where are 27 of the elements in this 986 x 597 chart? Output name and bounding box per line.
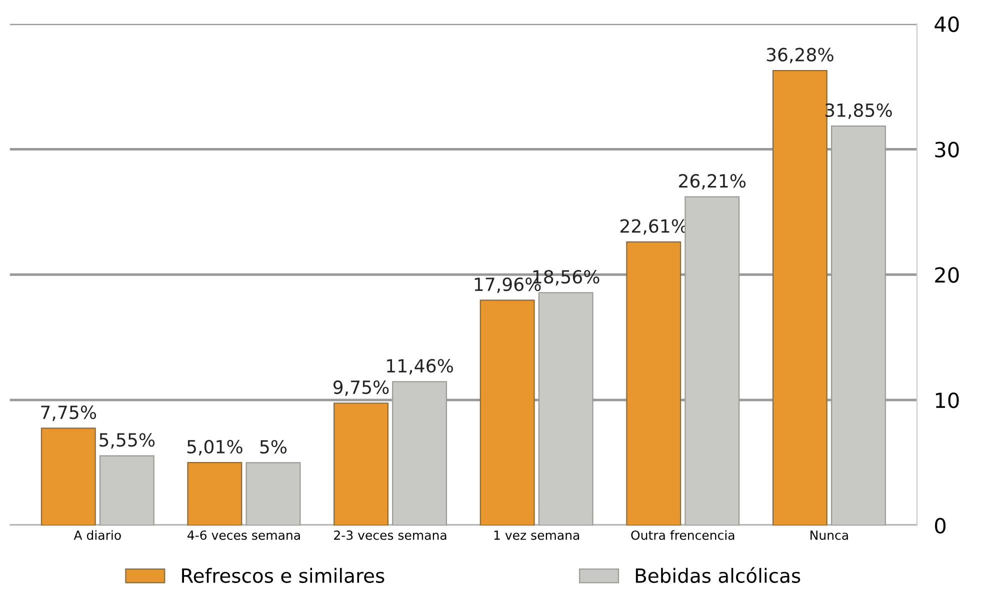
x-tick-label: 1 vez semana — [494, 530, 580, 540]
x-tick-label: Outra frencencia — [631, 530, 734, 540]
x-tick-label: A diario — [74, 530, 121, 540]
data-label: 7,75% — [41, 405, 96, 421]
bar — [187, 462, 242, 526]
x-tick-label: Nunca — [810, 530, 848, 540]
y-tick-label: 30 — [935, 142, 959, 158]
bar — [480, 300, 535, 526]
y-tick-label: 0 — [935, 518, 946, 534]
data-label: 9,75% — [333, 380, 389, 396]
x-tick-label: 4-6 veces semana — [187, 530, 300, 540]
data-label: 22,61% — [620, 219, 688, 235]
bar — [334, 402, 388, 526]
x-tick-label: 2-3 veces semana — [334, 530, 446, 540]
y-tick-label: 40 — [934, 16, 959, 32]
data-label: 26,21% — [679, 174, 746, 190]
bar — [626, 241, 682, 526]
data-label: 36,28% — [766, 48, 834, 64]
legend-label: Bebidas alcólicas — [636, 567, 800, 583]
data-label: 5% — [260, 440, 287, 454]
y-tick-label: 10 — [936, 392, 959, 408]
y-tick-label: 20 — [935, 267, 959, 283]
legend-label: Refrescos e similares — [182, 568, 384, 583]
data-label: 5,01% — [187, 440, 242, 456]
data-label: 11,46% — [387, 358, 453, 374]
data-label: 5,55% — [100, 433, 155, 449]
bar — [40, 428, 96, 526]
